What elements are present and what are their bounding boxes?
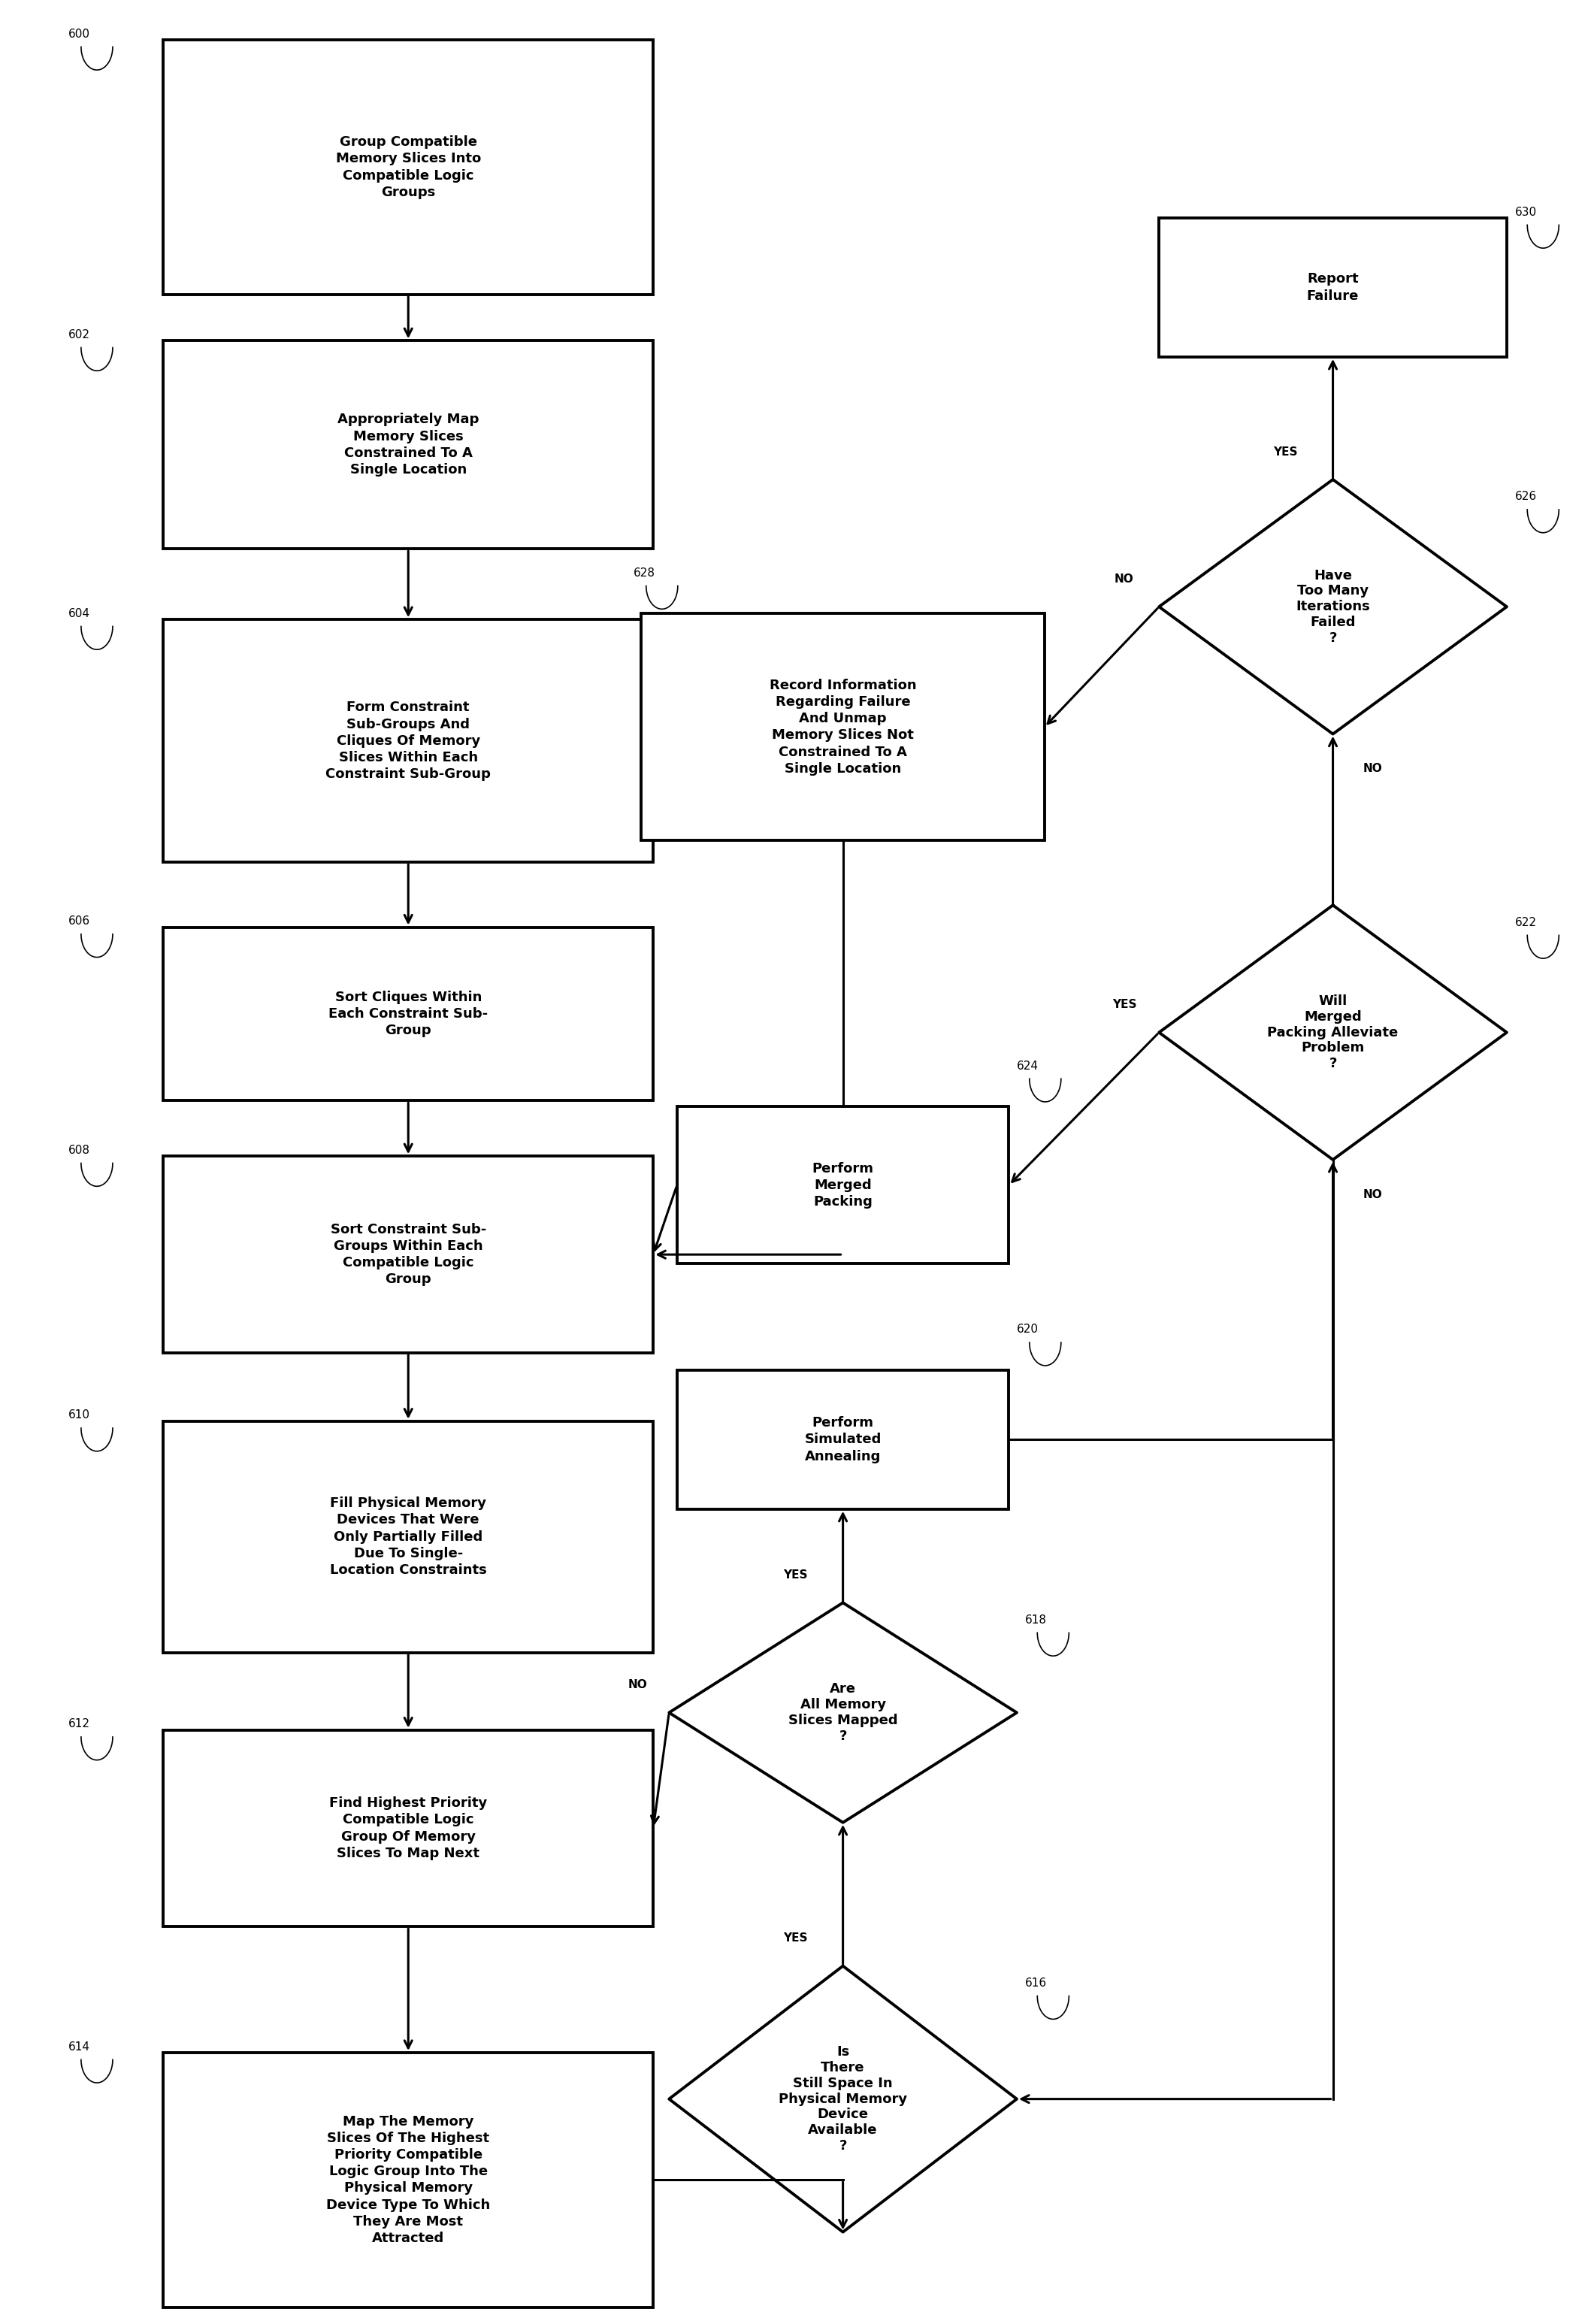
FancyBboxPatch shape [1158,218,1507,358]
Text: Will
Merged
Packing Alleviate
Problem
?: Will Merged Packing Alleviate Problem ? [1268,995,1398,1071]
Text: 622: 622 [1515,916,1537,927]
Text: YES: YES [783,1934,808,1943]
Text: Are
All Memory
Slices Mapped
?: Are All Memory Slices Mapped ? [788,1683,897,1743]
Text: Map The Memory
Slices Of The Highest
Priority Compatible
Logic Group Into The
Ph: Map The Memory Slices Of The Highest Pri… [326,2115,490,2245]
Polygon shape [670,1604,1017,1822]
FancyBboxPatch shape [164,927,654,1102]
FancyBboxPatch shape [164,40,654,295]
Text: NO: NO [1363,762,1383,774]
Text: 630: 630 [1515,207,1537,218]
Text: NO: NO [1115,574,1134,586]
FancyBboxPatch shape [164,1157,654,1353]
FancyBboxPatch shape [164,621,654,862]
FancyBboxPatch shape [164,1729,654,1927]
Text: Is
There
Still Space In
Physical Memory
Device
Available
?: Is There Still Space In Physical Memory … [778,2045,907,2152]
Polygon shape [1158,904,1507,1160]
Text: Sort Cliques Within
Each Constraint Sub-
Group: Sort Cliques Within Each Constraint Sub-… [329,990,488,1037]
FancyBboxPatch shape [164,1420,654,1652]
Text: 610: 610 [68,1411,91,1420]
Text: Record Information
Regarding Failure
And Unmap
Memory Slices Not
Constrained To : Record Information Regarding Failure And… [770,679,916,776]
Text: YES: YES [783,1569,808,1580]
Text: 628: 628 [633,567,655,579]
Text: 626: 626 [1515,490,1537,502]
FancyBboxPatch shape [164,342,654,548]
Text: 608: 608 [68,1146,91,1155]
Text: Find Highest Priority
Compatible Logic
Group Of Memory
Slices To Map Next: Find Highest Priority Compatible Logic G… [329,1796,487,1859]
Text: 614: 614 [68,2040,91,2052]
Text: NO: NO [628,1680,648,1690]
Text: 604: 604 [68,609,91,618]
Text: 602: 602 [68,330,91,339]
Text: 606: 606 [68,916,91,927]
Text: YES: YES [1273,446,1298,458]
Text: Fill Physical Memory
Devices That Were
Only Partially Filled
Due To Single-
Loca: Fill Physical Memory Devices That Were O… [329,1497,487,1578]
Text: 624: 624 [1017,1060,1039,1071]
FancyBboxPatch shape [641,614,1044,841]
Text: NO: NO [1363,1190,1383,1199]
Text: 620: 620 [1017,1325,1039,1336]
Text: Perform
Simulated
Annealing: Perform Simulated Annealing [805,1415,881,1464]
FancyBboxPatch shape [676,1371,1009,1508]
Text: 618: 618 [1025,1615,1047,1624]
Text: 600: 600 [68,28,91,40]
Polygon shape [670,1966,1017,2231]
Text: YES: YES [1112,999,1136,1011]
Polygon shape [1158,479,1507,734]
FancyBboxPatch shape [164,2052,654,2308]
Text: Sort Constraint Sub-
Groups Within Each
Compatible Logic
Group: Sort Constraint Sub- Groups Within Each … [331,1222,487,1287]
Text: Form Constraint
Sub-Groups And
Cliques Of Memory
Slices Within Each
Constraint S: Form Constraint Sub-Groups And Cliques O… [326,702,492,781]
Text: Perform
Merged
Packing: Perform Merged Packing [811,1162,873,1208]
Text: Report
Failure: Report Failure [1306,272,1359,302]
Text: Appropriately Map
Memory Slices
Constrained To A
Single Location: Appropriately Map Memory Slices Constrai… [337,414,479,476]
Text: Have
Too Many
Iterations
Failed
?: Have Too Many Iterations Failed ? [1295,569,1370,644]
Text: 616: 616 [1025,1978,1047,1989]
FancyBboxPatch shape [676,1106,1009,1264]
Text: 612: 612 [68,1717,91,1729]
Text: Group Compatible
Memory Slices Into
Compatible Logic
Groups: Group Compatible Memory Slices Into Comp… [336,135,480,200]
